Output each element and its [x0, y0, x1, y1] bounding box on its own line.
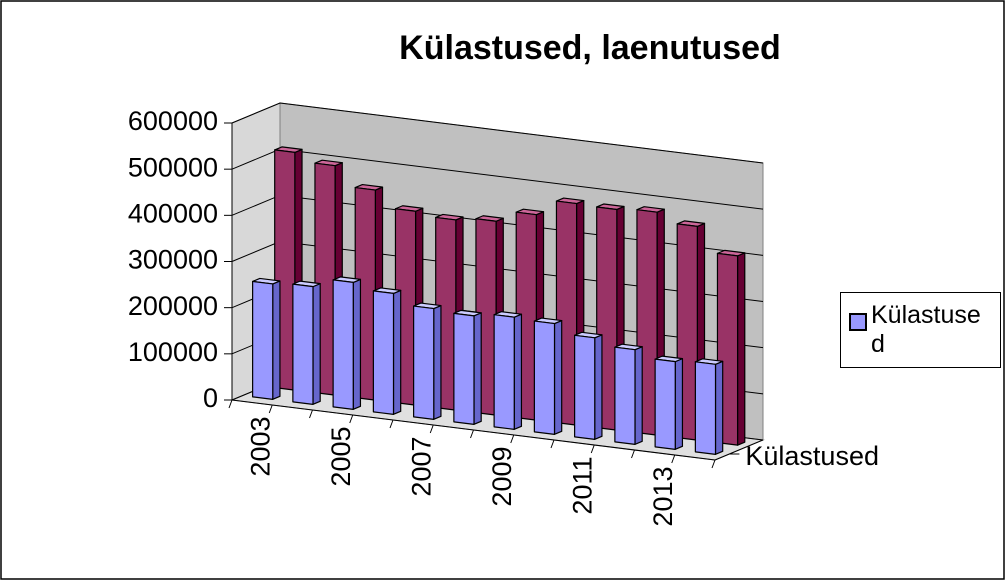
- bar-side: [634, 346, 643, 445]
- bar-side: [553, 319, 563, 435]
- x-tick: [389, 419, 394, 429]
- bar-side: [272, 280, 281, 400]
- bar: [533, 317, 563, 435]
- bar-side: [312, 283, 321, 405]
- bar-front: [654, 358, 676, 450]
- x-tick: [590, 444, 595, 454]
- legend-label: Külastused: [871, 301, 981, 358]
- x-tick: [349, 414, 354, 424]
- bar-front: [292, 283, 314, 405]
- x-tick: [309, 409, 313, 419]
- x-tick-label: 2003: [245, 417, 275, 477]
- bar-front: [694, 361, 717, 455]
- bar: [332, 276, 362, 410]
- bar-side: [352, 278, 362, 410]
- x-tick: [510, 434, 515, 444]
- bar-front: [493, 314, 515, 430]
- bar-side: [513, 313, 523, 430]
- bar-side: [736, 252, 746, 446]
- x-tick: [228, 399, 233, 409]
- bar: [493, 311, 523, 430]
- x-tick: [550, 439, 555, 449]
- bar-side: [433, 304, 442, 420]
- bar: [292, 280, 321, 405]
- bar-front: [332, 279, 354, 410]
- bar: [574, 331, 603, 440]
- x-tick: [429, 424, 434, 434]
- bar: [413, 302, 442, 420]
- y-tick-label: 400000: [128, 198, 218, 228]
- x-tick-label: 2009: [487, 447, 517, 507]
- bar-side: [714, 360, 724, 455]
- bar-front: [614, 346, 636, 445]
- x-tick-label: 2011: [567, 457, 597, 515]
- depth-label: Külastused: [745, 441, 879, 471]
- legend: Külastused: [840, 292, 1001, 368]
- y-tick-label: 600000: [128, 106, 218, 136]
- x-tick: [470, 429, 474, 439]
- bar-side: [392, 289, 402, 415]
- x-tick-label: 2013: [648, 467, 678, 527]
- x-tick-label: 2005: [326, 427, 356, 487]
- x-tick: [631, 449, 635, 459]
- x-tick: [268, 404, 273, 414]
- bar: [654, 355, 684, 450]
- depth-axis: [714, 439, 764, 461]
- bar-front: [372, 290, 395, 415]
- legend-swatch: [849, 313, 867, 331]
- bar-side: [473, 312, 482, 425]
- bar-front: [413, 305, 435, 420]
- bar-front: [453, 312, 475, 425]
- y-tick-label: 0: [203, 383, 218, 413]
- bar: [372, 287, 402, 415]
- y-tick-label: 300000: [128, 245, 218, 275]
- chart-title: Külastused, laenutused: [399, 29, 781, 67]
- bar-front: [574, 334, 596, 440]
- x-tick: [671, 454, 676, 464]
- y-tick-label: 200000: [128, 291, 218, 321]
- x-tick: [711, 459, 716, 469]
- bar: [694, 358, 724, 455]
- y-tick-label: 100000: [128, 337, 218, 367]
- x-tick-label: 2007: [406, 437, 436, 497]
- bar: [252, 277, 281, 400]
- bar-side: [674, 358, 684, 450]
- bar-front: [252, 280, 274, 400]
- bar: [614, 343, 643, 445]
- bar: [453, 309, 482, 425]
- bar-front: [533, 320, 556, 435]
- grid-line: [231, 102, 764, 164]
- y-tick-label: 500000: [128, 152, 218, 182]
- bar-side: [594, 334, 603, 440]
